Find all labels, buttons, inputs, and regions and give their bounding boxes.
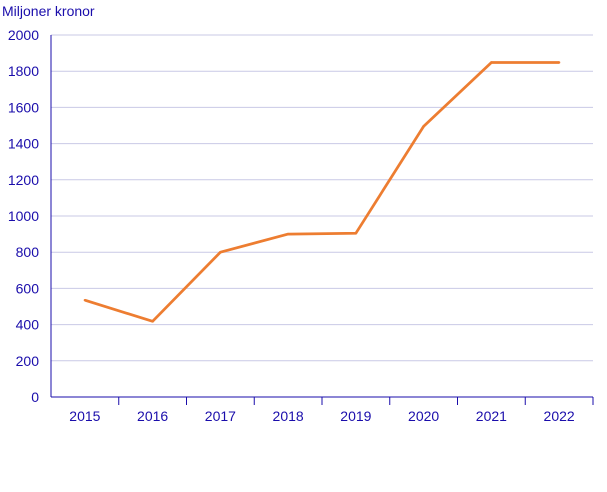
data-point bbox=[151, 320, 154, 323]
y-axis-title: Miljoner kronor bbox=[2, 3, 95, 19]
y-tick-label: 2000 bbox=[8, 27, 39, 43]
series-layer bbox=[83, 61, 561, 323]
data-point bbox=[557, 61, 561, 64]
y-tick-labels: 0 200 400 600 800 1000 1200 1400 1600 1800 2000 bbox=[8, 27, 39, 405]
y-tick-label: 200 bbox=[16, 353, 40, 369]
y-tick-label: 400 bbox=[16, 317, 40, 333]
y-tick-label: 0 bbox=[31, 389, 39, 405]
data-point bbox=[354, 231, 358, 235]
x-tick-label: 2016 bbox=[137, 408, 168, 424]
data-point bbox=[219, 251, 222, 254]
x-tick-label: 2018 bbox=[273, 408, 304, 424]
x-tick-labels: 2015 2016 2017 2018 2019 2020 2021 2022 bbox=[69, 408, 575, 424]
x-tick-label: 2021 bbox=[476, 408, 507, 424]
y-tick-label: 600 bbox=[16, 280, 40, 296]
y-tick-label: 1800 bbox=[8, 63, 39, 79]
y-tick-label: 1600 bbox=[8, 99, 39, 115]
x-tick-label: 2020 bbox=[408, 408, 439, 424]
data-point bbox=[286, 232, 290, 236]
gridlines bbox=[51, 34, 593, 362]
data-point bbox=[490, 61, 493, 64]
data-point bbox=[422, 125, 425, 128]
x-tick-label: 2017 bbox=[205, 408, 236, 424]
y-tick-label: 1200 bbox=[8, 172, 39, 188]
axes bbox=[50, 35, 594, 405]
y-tick-label: 1000 bbox=[8, 208, 39, 224]
x-tick-label: 2015 bbox=[69, 408, 100, 424]
series-line bbox=[84, 61, 560, 323]
y-tick-label: 1400 bbox=[8, 136, 39, 152]
x-tick-label: 2022 bbox=[544, 408, 575, 424]
x-tick-label: 2019 bbox=[340, 408, 371, 424]
y-tick-label: 800 bbox=[16, 244, 40, 260]
data-point bbox=[83, 298, 87, 302]
